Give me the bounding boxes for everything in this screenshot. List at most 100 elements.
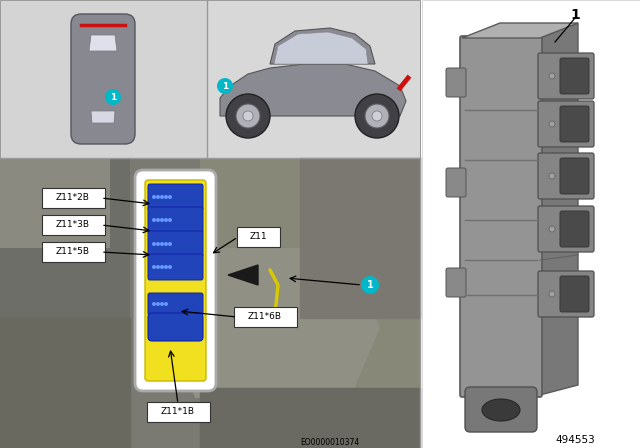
Circle shape <box>164 242 168 246</box>
Circle shape <box>152 195 156 199</box>
Text: 1: 1 <box>222 82 228 90</box>
FancyBboxPatch shape <box>538 206 594 252</box>
Circle shape <box>160 302 164 306</box>
Circle shape <box>160 218 164 222</box>
Circle shape <box>152 302 156 306</box>
Polygon shape <box>228 265 258 285</box>
Polygon shape <box>270 28 375 64</box>
FancyBboxPatch shape <box>71 14 135 144</box>
FancyBboxPatch shape <box>135 170 216 391</box>
Polygon shape <box>0 158 420 448</box>
Circle shape <box>105 89 121 105</box>
Circle shape <box>152 265 156 269</box>
Text: 494553: 494553 <box>555 435 595 445</box>
FancyBboxPatch shape <box>148 293 203 315</box>
Circle shape <box>243 111 253 121</box>
Polygon shape <box>170 248 380 398</box>
FancyBboxPatch shape <box>237 227 280 246</box>
Circle shape <box>164 302 168 306</box>
Text: Z11*5B: Z11*5B <box>56 247 90 256</box>
FancyBboxPatch shape <box>148 254 203 280</box>
Circle shape <box>168 242 172 246</box>
Polygon shape <box>274 32 368 64</box>
Circle shape <box>156 218 160 222</box>
Circle shape <box>156 195 160 199</box>
FancyBboxPatch shape <box>147 401 209 422</box>
Circle shape <box>156 242 160 246</box>
Polygon shape <box>0 0 207 158</box>
FancyBboxPatch shape <box>148 231 203 257</box>
Circle shape <box>156 302 160 306</box>
FancyBboxPatch shape <box>538 153 594 199</box>
Polygon shape <box>422 0 640 448</box>
FancyBboxPatch shape <box>148 207 203 233</box>
Circle shape <box>549 73 555 79</box>
Polygon shape <box>0 158 110 248</box>
Circle shape <box>549 226 555 232</box>
Polygon shape <box>200 158 420 448</box>
Polygon shape <box>540 23 578 395</box>
FancyBboxPatch shape <box>148 184 203 210</box>
Circle shape <box>152 242 156 246</box>
Polygon shape <box>220 64 406 116</box>
Text: 1: 1 <box>570 8 580 22</box>
Circle shape <box>168 195 172 199</box>
Text: Z11*6B: Z11*6B <box>248 312 282 321</box>
FancyBboxPatch shape <box>560 106 589 142</box>
FancyBboxPatch shape <box>538 53 594 99</box>
Circle shape <box>160 242 164 246</box>
Polygon shape <box>0 158 130 448</box>
FancyBboxPatch shape <box>560 276 589 312</box>
Polygon shape <box>300 158 420 318</box>
FancyBboxPatch shape <box>42 241 104 262</box>
FancyBboxPatch shape <box>145 180 206 381</box>
Circle shape <box>361 276 379 294</box>
FancyBboxPatch shape <box>42 215 104 234</box>
Circle shape <box>226 94 270 138</box>
Circle shape <box>549 173 555 179</box>
FancyBboxPatch shape <box>446 68 466 97</box>
Polygon shape <box>0 318 130 448</box>
FancyBboxPatch shape <box>538 101 594 147</box>
Circle shape <box>168 218 172 222</box>
Polygon shape <box>462 23 578 38</box>
Circle shape <box>372 111 382 121</box>
FancyBboxPatch shape <box>234 306 296 327</box>
Circle shape <box>217 78 233 94</box>
FancyBboxPatch shape <box>538 271 594 317</box>
Ellipse shape <box>482 399 520 421</box>
FancyBboxPatch shape <box>148 313 203 341</box>
Circle shape <box>164 195 168 199</box>
FancyBboxPatch shape <box>460 36 542 397</box>
Circle shape <box>365 104 389 128</box>
Text: 1: 1 <box>110 92 116 102</box>
FancyBboxPatch shape <box>560 211 589 247</box>
Circle shape <box>549 121 555 127</box>
Polygon shape <box>91 111 115 123</box>
Text: Z11: Z11 <box>249 232 267 241</box>
Circle shape <box>152 218 156 222</box>
FancyBboxPatch shape <box>465 387 537 432</box>
Text: Z11*2B: Z11*2B <box>56 193 90 202</box>
Text: Z11*1B: Z11*1B <box>161 407 195 416</box>
Text: EO0000010374: EO0000010374 <box>300 438 360 447</box>
Polygon shape <box>89 35 117 51</box>
FancyBboxPatch shape <box>446 268 466 297</box>
FancyBboxPatch shape <box>560 158 589 194</box>
Text: 1: 1 <box>367 280 373 290</box>
Circle shape <box>236 104 260 128</box>
Circle shape <box>355 94 399 138</box>
Circle shape <box>164 265 168 269</box>
FancyBboxPatch shape <box>42 188 104 207</box>
Polygon shape <box>200 388 420 448</box>
Circle shape <box>160 265 164 269</box>
Circle shape <box>168 265 172 269</box>
Circle shape <box>164 218 168 222</box>
Circle shape <box>156 265 160 269</box>
Circle shape <box>549 291 555 297</box>
Polygon shape <box>207 0 420 158</box>
Text: Z11*3B: Z11*3B <box>56 220 90 229</box>
FancyBboxPatch shape <box>446 168 466 197</box>
FancyBboxPatch shape <box>560 58 589 94</box>
Circle shape <box>160 195 164 199</box>
